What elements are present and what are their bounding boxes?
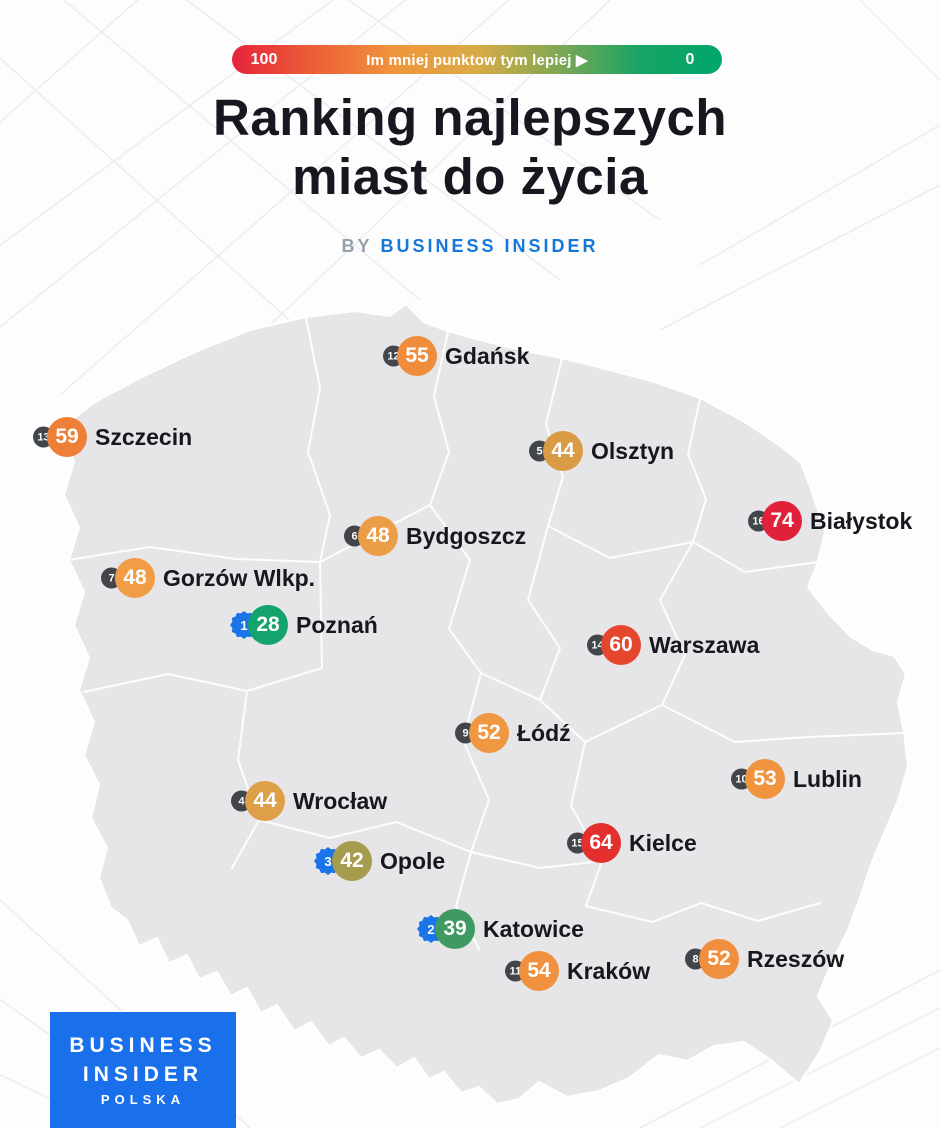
legend-bar: 100 Im mniej punktow tym lepiej ▶ 0 [232, 45, 722, 74]
score-wrap: 12 55 [383, 336, 437, 376]
city-name: Rzeszów [747, 945, 845, 972]
score-wrap: 5 44 [529, 431, 583, 471]
city-marker-wrocław: 4 44 Wrocław [231, 781, 388, 821]
city-marker-gorzów-wlkp: 7 48 Gorzów Wlkp. [101, 558, 316, 598]
city-marker-gdańsk: 12 55 Gdańsk [383, 336, 530, 376]
city-name: Olsztyn [591, 437, 675, 464]
city-name: Kraków [567, 957, 651, 984]
business-insider-logo: BUSINESS INSIDER POLSKA [50, 1012, 236, 1128]
byline: BY BUSINESS INSIDER [0, 236, 940, 257]
city-name: Gdańsk [445, 342, 530, 369]
city-marker-rzeszów: 8 52 Rzeszów [685, 939, 845, 979]
city-name: Lublin [793, 765, 862, 792]
score-circle: 48 [358, 516, 398, 556]
page-title: Ranking najlepszych miast do życia [0, 88, 940, 206]
legend-label: Im mniej punktow tym lepiej ▶ [366, 51, 588, 69]
score-wrap: 10 53 [731, 759, 785, 799]
score-wrap: 7 48 [101, 558, 155, 598]
city-marker-kraków: 11 54 Kraków [505, 951, 651, 991]
city-name: Opole [380, 847, 446, 874]
city-name: Wrocław [293, 787, 388, 814]
score-circle: 39 [435, 909, 475, 949]
city-name: Gorzów Wlkp. [163, 564, 316, 591]
score-circle: 55 [397, 336, 437, 376]
score-circle: 54 [519, 951, 559, 991]
legend-min-value: 0 [685, 50, 695, 68]
city-marker-kielce: 15 64 Kielce [567, 823, 697, 863]
city-marker-poznań: 1 28 Poznań [230, 605, 378, 645]
city-marker-katowice: 2 39 Katowice [417, 909, 584, 949]
city-name: Poznań [296, 611, 378, 638]
score-circle: 44 [543, 431, 583, 471]
logo-line2: INSIDER [82, 1062, 204, 1086]
city-marker-opole: 3 42 Opole [314, 841, 446, 881]
score-wrap: 14 60 [587, 625, 641, 665]
score-circle: 52 [699, 939, 739, 979]
score-circle: 52 [469, 713, 509, 753]
byline-prefix: BY [341, 236, 373, 256]
score-wrap: 2 39 [417, 909, 475, 949]
score-wrap: 6 48 [344, 516, 398, 556]
city-name: Kielce [629, 829, 697, 856]
city-name: Bydgoszcz [406, 522, 527, 549]
score-circle: 53 [745, 759, 785, 799]
logo-line1: BUSINESS [69, 1033, 217, 1057]
score-wrap: 16 74 [748, 501, 802, 541]
city-name: Warszawa [649, 631, 760, 658]
score-wrap: 4 44 [231, 781, 285, 821]
logo-line3: POLSKA [100, 1091, 186, 1107]
city-marker-bydgoszcz: 6 48 Bydgoszcz [344, 516, 527, 556]
city-marker-lublin: 10 53 Lublin [731, 759, 862, 799]
score-wrap: 8 52 [685, 939, 739, 979]
city-marker-szczecin: 13 59 Szczecin [33, 417, 193, 457]
score-wrap: 15 64 [567, 823, 621, 863]
score-wrap: 1 28 [230, 605, 288, 645]
score-circle: 59 [47, 417, 87, 457]
city-name: Szczecin [95, 423, 193, 450]
page-title-line1: Ranking najlepszych [213, 89, 727, 146]
score-circle: 28 [248, 605, 288, 645]
score-wrap: 9 52 [455, 713, 509, 753]
city-marker-łódź: 9 52 Łódź [455, 713, 571, 753]
score-circle: 64 [581, 823, 621, 863]
score-circle: 44 [245, 781, 285, 821]
page-title-line2: miast do życia [292, 148, 648, 205]
score-circle: 74 [762, 501, 802, 541]
score-circle: 48 [115, 558, 155, 598]
city-marker-warszawa: 14 60 Warszawa [587, 625, 760, 665]
legend-max-value: 100 [250, 50, 278, 68]
city-marker-olsztyn: 5 44 Olsztyn [529, 431, 675, 471]
city-marker-białystok: 16 74 Białystok [748, 501, 913, 541]
score-wrap: 3 42 [314, 841, 372, 881]
score-circle: 60 [601, 625, 641, 665]
city-name: Łódź [517, 719, 571, 746]
score-wrap: 13 59 [33, 417, 87, 457]
city-name: Białystok [810, 507, 913, 534]
score-wrap: 11 54 [505, 951, 559, 991]
byline-brand: BUSINESS INSIDER [380, 236, 599, 256]
score-circle: 42 [332, 841, 372, 881]
voivodeship-borders [68, 317, 906, 950]
city-name: Katowice [483, 915, 584, 942]
